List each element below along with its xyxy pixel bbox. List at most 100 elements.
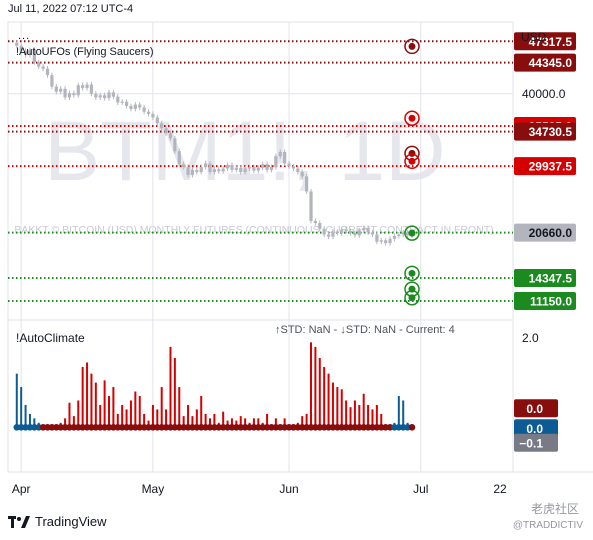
saucer-core bbox=[408, 149, 416, 157]
candle-body bbox=[41, 66, 45, 69]
saucers-layer bbox=[404, 38, 420, 306]
oscillator-stats: ↑STD: NaN - ↓STD: NaN - Current: 4 bbox=[275, 324, 455, 336]
levels-layer bbox=[8, 22, 513, 472]
candle-body bbox=[335, 231, 339, 234]
candle-body bbox=[85, 84, 89, 89]
candle-body bbox=[243, 168, 247, 173]
watermark-layer: BTM1!, 1D BAKKT © BITCOIN (USD) MONTHLY … bbox=[14, 104, 493, 236]
candle-body bbox=[401, 232, 405, 235]
candle-body bbox=[54, 86, 58, 92]
candle-body bbox=[94, 93, 98, 98]
price-badge-label: 34730.5 bbox=[529, 125, 573, 139]
saucer-core bbox=[408, 157, 416, 165]
more-icon[interactable]: ... bbox=[18, 30, 31, 42]
candle-body bbox=[239, 167, 243, 173]
candle-body bbox=[45, 68, 50, 76]
candle-body bbox=[296, 168, 300, 173]
candle-body bbox=[344, 229, 348, 231]
candle-body bbox=[388, 238, 392, 244]
candle-body bbox=[305, 176, 309, 192]
candle-body bbox=[120, 101, 124, 103]
candle-body bbox=[160, 123, 164, 129]
candle-body bbox=[81, 85, 85, 89]
symbol-watermark: BTM1!, 1D bbox=[44, 104, 445, 198]
candle-body bbox=[322, 228, 326, 235]
candle-body bbox=[397, 234, 401, 236]
candle-body bbox=[261, 164, 265, 168]
candle-body bbox=[195, 169, 199, 173]
currency-label[interactable]: USD bbox=[521, 30, 547, 44]
candle-body bbox=[287, 163, 291, 167]
candle-body bbox=[28, 50, 32, 56]
osc-badge-label: 0.0 bbox=[526, 422, 543, 436]
candle-body bbox=[168, 133, 173, 139]
candle-body bbox=[406, 232, 410, 236]
candle-body bbox=[313, 220, 317, 224]
indicator-title[interactable]: !AutoUFOs (Flying Saucers) bbox=[16, 46, 154, 58]
price-badge bbox=[514, 269, 576, 288]
osc-layer bbox=[13, 342, 416, 431]
saucer-core bbox=[408, 294, 416, 302]
candle-body bbox=[116, 96, 120, 103]
candle-body bbox=[63, 88, 67, 98]
candle-body bbox=[204, 163, 208, 168]
candle-body bbox=[318, 223, 322, 229]
candle-body bbox=[348, 230, 353, 234]
candle-body bbox=[331, 231, 335, 237]
candle-body bbox=[32, 50, 36, 63]
candle-body bbox=[199, 167, 203, 173]
tradingview-icon bbox=[8, 515, 30, 528]
price-badge-label: 11150.0 bbox=[530, 294, 572, 308]
time-axis[interactable]: Apr May Jun Jul 22 bbox=[12, 482, 507, 496]
candle-body bbox=[265, 164, 269, 170]
price-badge-label: 29937.5 bbox=[529, 160, 573, 174]
candle-body bbox=[392, 235, 397, 239]
candle-body bbox=[133, 104, 137, 109]
osc-badge-label: 0.0 bbox=[526, 402, 543, 416]
candle-body bbox=[252, 167, 256, 171]
osc-badge bbox=[514, 433, 558, 452]
candle-body bbox=[208, 163, 212, 173]
osc-axis[interactable]: 2.00.00.0−0.1 bbox=[514, 331, 558, 452]
price-axis[interactable]: 40000.047317.544345.035525.034730.529937… bbox=[514, 32, 576, 310]
candle-body bbox=[225, 164, 230, 169]
saucer-core bbox=[408, 269, 416, 277]
candle-body bbox=[76, 85, 80, 96]
candle-body bbox=[340, 229, 344, 234]
candle-body bbox=[37, 62, 41, 67]
candle-body bbox=[370, 232, 375, 235]
price-badge bbox=[514, 32, 576, 51]
candle-body bbox=[138, 104, 142, 108]
candle-body bbox=[256, 167, 260, 171]
osc-badge bbox=[514, 399, 558, 418]
candle-body bbox=[247, 167, 252, 169]
saucer-marker bbox=[404, 289, 420, 306]
oscillator-title[interactable]: !AutoClimate bbox=[16, 331, 85, 345]
saucer-marker bbox=[404, 265, 420, 282]
candle-body bbox=[103, 95, 107, 99]
price-badge bbox=[514, 53, 576, 72]
candle-body bbox=[291, 166, 296, 169]
candle-body bbox=[375, 234, 379, 242]
candle-body bbox=[230, 164, 234, 170]
candle-body bbox=[124, 101, 129, 107]
candle-body bbox=[129, 106, 133, 109]
saucer-marker bbox=[404, 38, 420, 55]
price-badge bbox=[514, 157, 576, 176]
candle-body bbox=[274, 156, 278, 168]
candle-body bbox=[379, 240, 383, 242]
candle-body bbox=[384, 240, 388, 244]
candle-body bbox=[89, 84, 94, 94]
osc-badge bbox=[514, 419, 558, 438]
author-watermark: @TRADDICTIV bbox=[512, 520, 583, 531]
candle-body bbox=[23, 50, 28, 56]
tradingview-logo[interactable]: TradingView bbox=[8, 514, 107, 529]
candle-body bbox=[67, 93, 72, 98]
candle-body bbox=[107, 92, 111, 99]
time-tick-label: Apr bbox=[12, 482, 31, 496]
candle-body bbox=[357, 230, 361, 236]
saucer-marker bbox=[404, 110, 420, 126]
candle-body bbox=[111, 92, 115, 97]
